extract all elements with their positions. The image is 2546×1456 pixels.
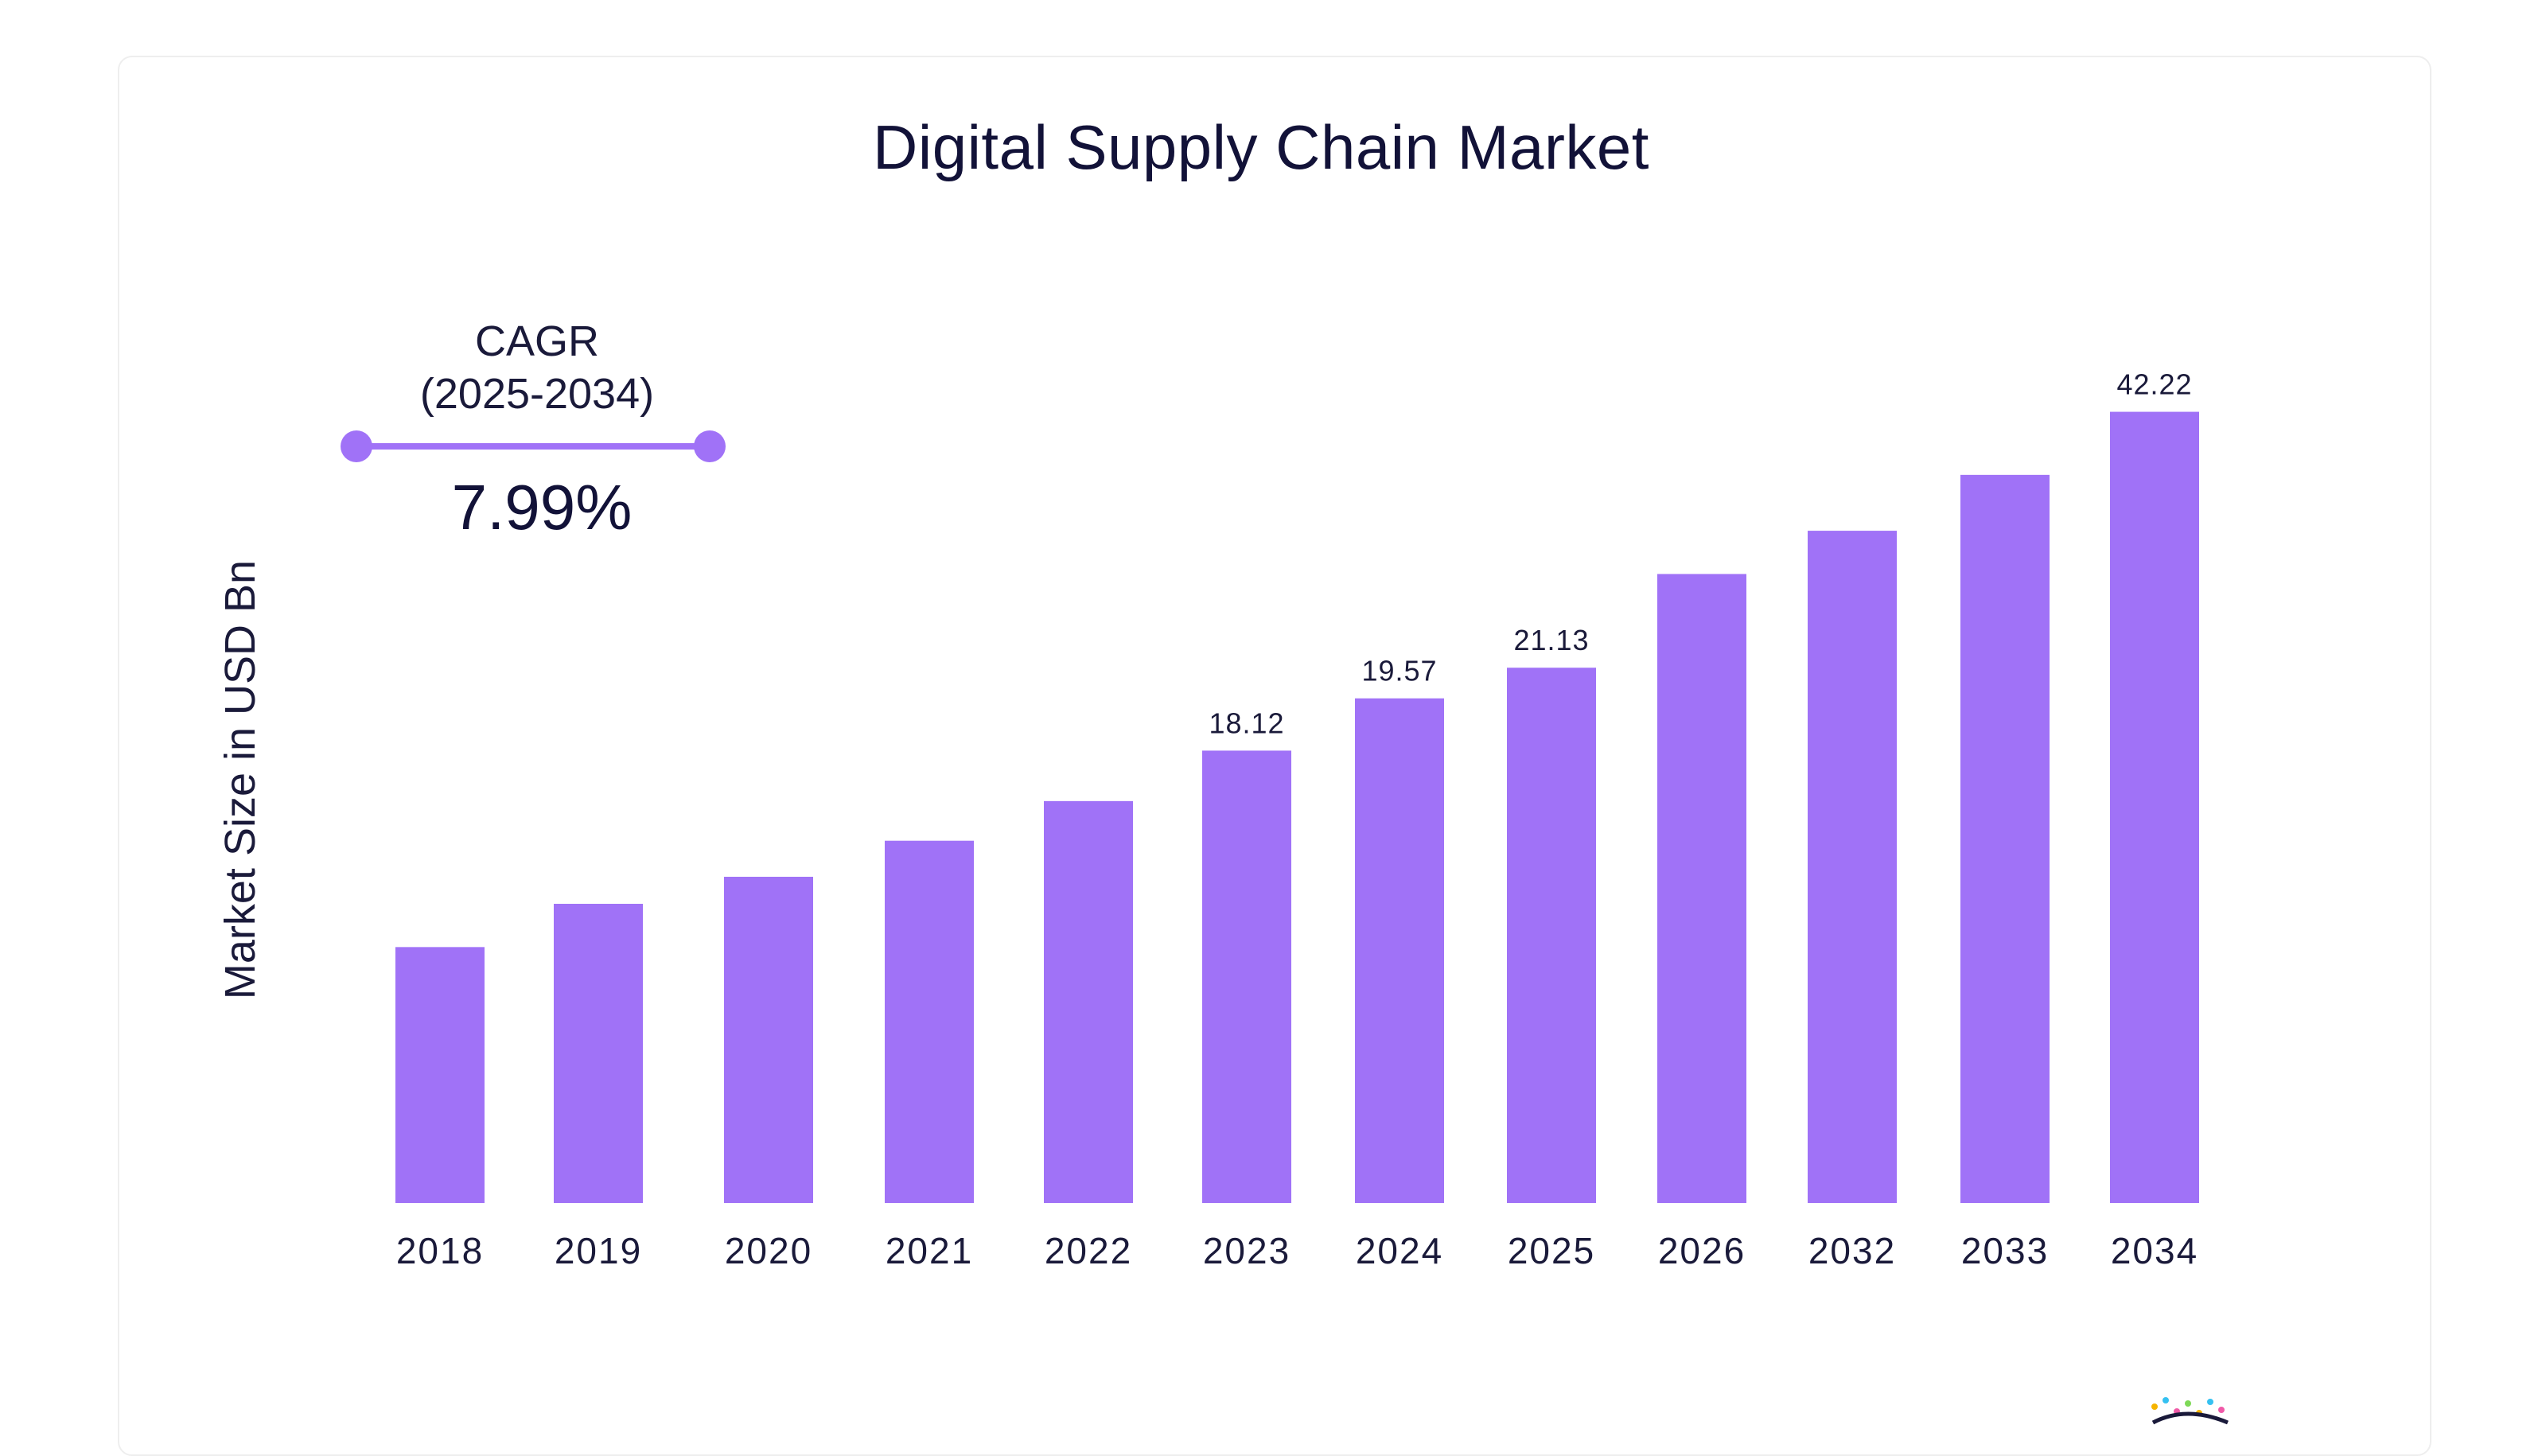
bar-2018 <box>395 947 485 1203</box>
x-tick-label: 2020 <box>725 1230 812 1271</box>
cagr-range-line <box>356 443 710 450</box>
x-tick-label: 2032 <box>1808 1230 1896 1271</box>
x-tick-label: 2026 <box>1658 1230 1746 1271</box>
x-tick-label: 2022 <box>1045 1230 1132 1271</box>
data-label: 42.22 <box>2116 368 2192 401</box>
cagr-value: 7.99% <box>451 472 633 543</box>
bar-chart: 2018 2019 2020 2021 2022 2023 18.12 2024 19.57 20… <box>395 368 2199 1271</box>
data-label: 18.12 <box>1209 707 1284 739</box>
x-tick-label: 2019 <box>555 1230 642 1271</box>
bar-2025 <box>1507 668 1596 1203</box>
bar-2020 <box>724 876 813 1203</box>
bar-2026 <box>1657 574 1746 1203</box>
cagr-end-dot <box>694 430 726 462</box>
cagr-start-dot <box>341 430 372 462</box>
cagr-label: CAGR <box>474 317 599 365</box>
x-tick-label: 2033 <box>1961 1230 2049 1271</box>
x-tick-label: 2034 <box>2111 1230 2198 1271</box>
bar-2032 <box>1808 531 1897 1203</box>
x-tick-label: 2018 <box>396 1230 484 1271</box>
bar-2021 <box>885 840 974 1203</box>
x-tick-label: 2024 <box>1356 1230 1443 1271</box>
bar-2019 <box>554 903 643 1203</box>
bar-2024 <box>1355 698 1444 1203</box>
chart-title: Digital Supply Chain Market <box>873 112 1649 182</box>
x-tick-label: 2021 <box>886 1230 973 1271</box>
bar-2022 <box>1044 800 1133 1203</box>
cagr-label-block: CAGR (2025-2034) <box>378 315 696 420</box>
bar-2034 <box>2110 411 2199 1203</box>
bar-2033 <box>1960 474 2050 1203</box>
data-label: 21.13 <box>1513 624 1589 656</box>
x-tick-label: 2023 <box>1203 1230 1291 1271</box>
x-tick-label: 2025 <box>1508 1230 1595 1271</box>
brand-logo <box>2151 1397 2229 1425</box>
data-label: 19.57 <box>1361 655 1437 687</box>
bar-2023 <box>1202 750 1291 1203</box>
cagr-period: (2025-2034) <box>419 370 655 418</box>
